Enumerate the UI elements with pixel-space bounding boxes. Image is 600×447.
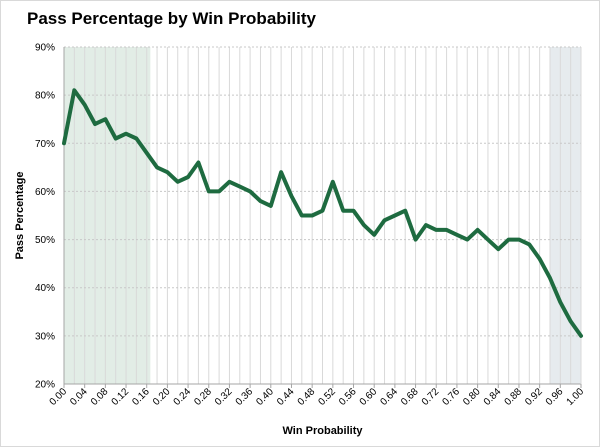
data-point [477,229,479,231]
data-point [435,229,437,231]
vertical-gridlines [73,47,572,384]
x-tick-label: 0.72 [420,386,442,408]
data-point [549,277,551,279]
data-point [446,229,448,231]
chart-title: Pass Percentage by Win Probability [27,9,316,28]
data-point [218,190,220,192]
x-tick-label: 0.88 [503,386,525,408]
data-point [146,152,148,154]
x-tick-label: 0.36 [234,386,256,408]
y-tick-label: 60% [35,187,55,198]
x-tick-label: 0.60 [358,386,380,408]
data-point [342,210,344,212]
data-point [528,243,530,245]
y-tick-label: 50% [35,235,55,246]
data-point [94,123,96,125]
x-tick-label: 0.12 [110,386,132,408]
x-tick-label: 0.44 [275,386,297,408]
data-point [539,258,541,260]
data-point [425,224,427,226]
data-point [280,171,282,173]
data-point [508,239,510,241]
shaded-band-1 [549,47,581,384]
data-point [115,137,117,139]
data-point [239,186,241,188]
x-tick-label: 0.68 [399,386,421,408]
data-point [259,200,261,202]
data-point [415,239,417,241]
x-tick-label: 0.96 [544,386,566,408]
x-tick-label: 0.48 [296,386,318,408]
data-point [322,210,323,212]
data-point [197,162,199,164]
data-point [559,301,561,303]
data-point [580,335,582,337]
x-tick-label: 0.92 [523,386,545,408]
y-axis-title: Pass Percentage [14,171,26,259]
data-point [228,181,230,183]
y-tick-label: 30% [35,331,55,342]
data-point [353,210,355,212]
x-tick-label: 0.56 [337,386,359,408]
x-tick-label: 0.64 [378,386,400,408]
series-layer [62,88,583,338]
data-point [290,195,292,197]
y-tick-label: 80% [35,91,55,102]
data-point [332,181,334,183]
data-point [373,234,375,236]
data-point [249,190,251,192]
y-tick-label: 90% [35,43,55,54]
data-point [487,239,489,241]
data-point [104,118,106,120]
y-tick-labels: 20% 30% 40% 50% 60% 70% 80% 90% [35,43,55,391]
x-tick-label: 0.20 [151,386,173,408]
shaded-band-0 [64,47,151,384]
x-tick-label: 0.80 [461,386,483,408]
y-tick-label: 40% [35,283,55,294]
data-point [187,176,189,178]
data-point [63,142,65,144]
data-point [456,234,458,236]
x-tick-label: 0.28 [192,386,214,408]
x-tick-labels: 0.00 0.04 0.08 0.12 0.16 0.20 0.24 0.28 0.32 0.36… [48,384,587,408]
data-point [84,104,86,106]
data-point [208,190,210,192]
x-tick-label: 0.32 [213,386,235,408]
x-tick-label: 0.04 [68,386,90,408]
x-tick-label: 0.84 [482,386,504,408]
data-point [497,248,499,250]
data-point [156,166,158,168]
x-tick-label: 0.16 [130,386,152,408]
data-point [518,239,520,241]
data-point [177,181,179,183]
x-tick-label: 0.08 [89,386,111,408]
y-tick-label: 70% [35,139,55,150]
data-point [135,137,137,139]
data-point [311,215,313,216]
data-point [394,215,396,216]
data-point [166,171,168,173]
data-point [384,219,386,221]
x-tick-label: 0.24 [172,386,194,408]
data-point [363,224,365,226]
data-point [570,320,572,322]
x-tick-label: 0.76 [440,386,462,408]
data-point [404,210,406,212]
data-point [73,89,75,91]
x-tick-label: 0.52 [316,386,338,408]
data-point [301,215,303,216]
data-point [270,205,272,207]
data-point [466,239,468,241]
x-axis-title: Win Probability [283,425,364,437]
x-tick-label: 1.00 [565,386,587,408]
y-tick-label: 20% [35,380,55,391]
x-tick-label: 0.40 [254,386,276,408]
axes [63,47,582,385]
data-point [125,133,127,135]
